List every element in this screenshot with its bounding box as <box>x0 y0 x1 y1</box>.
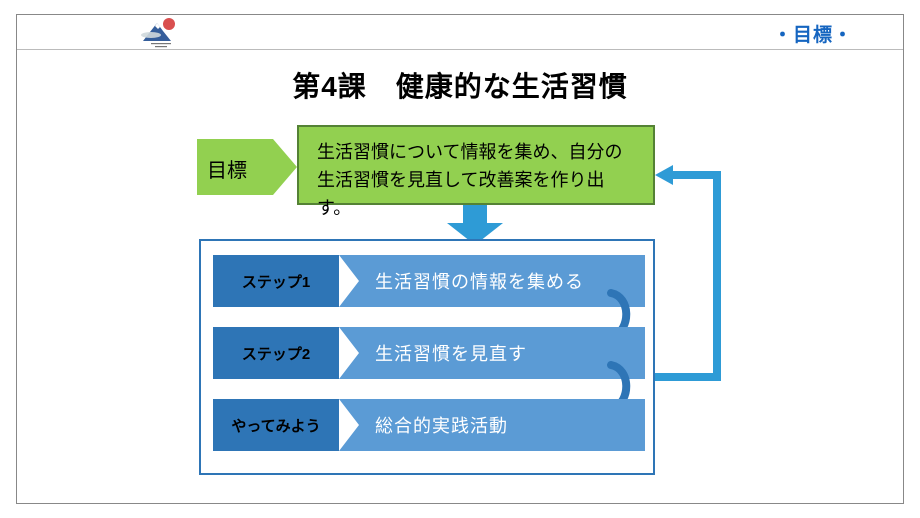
step-body: 生活習慣を見直す <box>339 327 645 379</box>
step-label: やってみよう <box>213 399 339 451</box>
step-row: ステップ1 生活習慣の情報を集める <box>213 255 641 307</box>
step-body-text: 生活習慣を見直す <box>375 327 527 379</box>
header-label: ・目標・ <box>773 20 853 47</box>
step-body: 総合的実践活動 <box>339 399 645 451</box>
feedback-arrow-icon <box>655 165 727 387</box>
step-row: やってみよう 総合的実践活動 <box>213 399 641 451</box>
step-label-text: やってみよう <box>231 415 320 436</box>
step-body: 生活習慣の情報を集める <box>339 255 645 307</box>
steps-container: ステップ1 生活習慣の情報を集める ステップ2 <box>199 239 655 475</box>
step-row: ステップ2 生活習慣を見直す <box>213 327 641 379</box>
step-label-text: ステップ2 <box>242 343 310 364</box>
step-label: ステップ2 <box>213 327 339 379</box>
step-label-text: ステップ1 <box>242 271 310 292</box>
slide-frame: ・目標・ 第4課 健康的な生活習慣 目標 生活習慣について情報を集め、自分の生活… <box>16 14 904 504</box>
goal-arrow-label: 目標 <box>207 154 247 183</box>
goal-box: 生活習慣について情報を集め、自分の生活習慣を見直して改善案を作り出す。 <box>297 125 655 205</box>
step-body-text: 総合的実践活動 <box>375 399 508 451</box>
header-divider <box>17 49 903 50</box>
step-label: ステップ1 <box>213 255 339 307</box>
step-body-text: 生活習慣の情報を集める <box>375 255 584 307</box>
lesson-title: 第4課 健康的な生活習慣 <box>17 65 903 105</box>
logo-icon <box>137 15 187 49</box>
